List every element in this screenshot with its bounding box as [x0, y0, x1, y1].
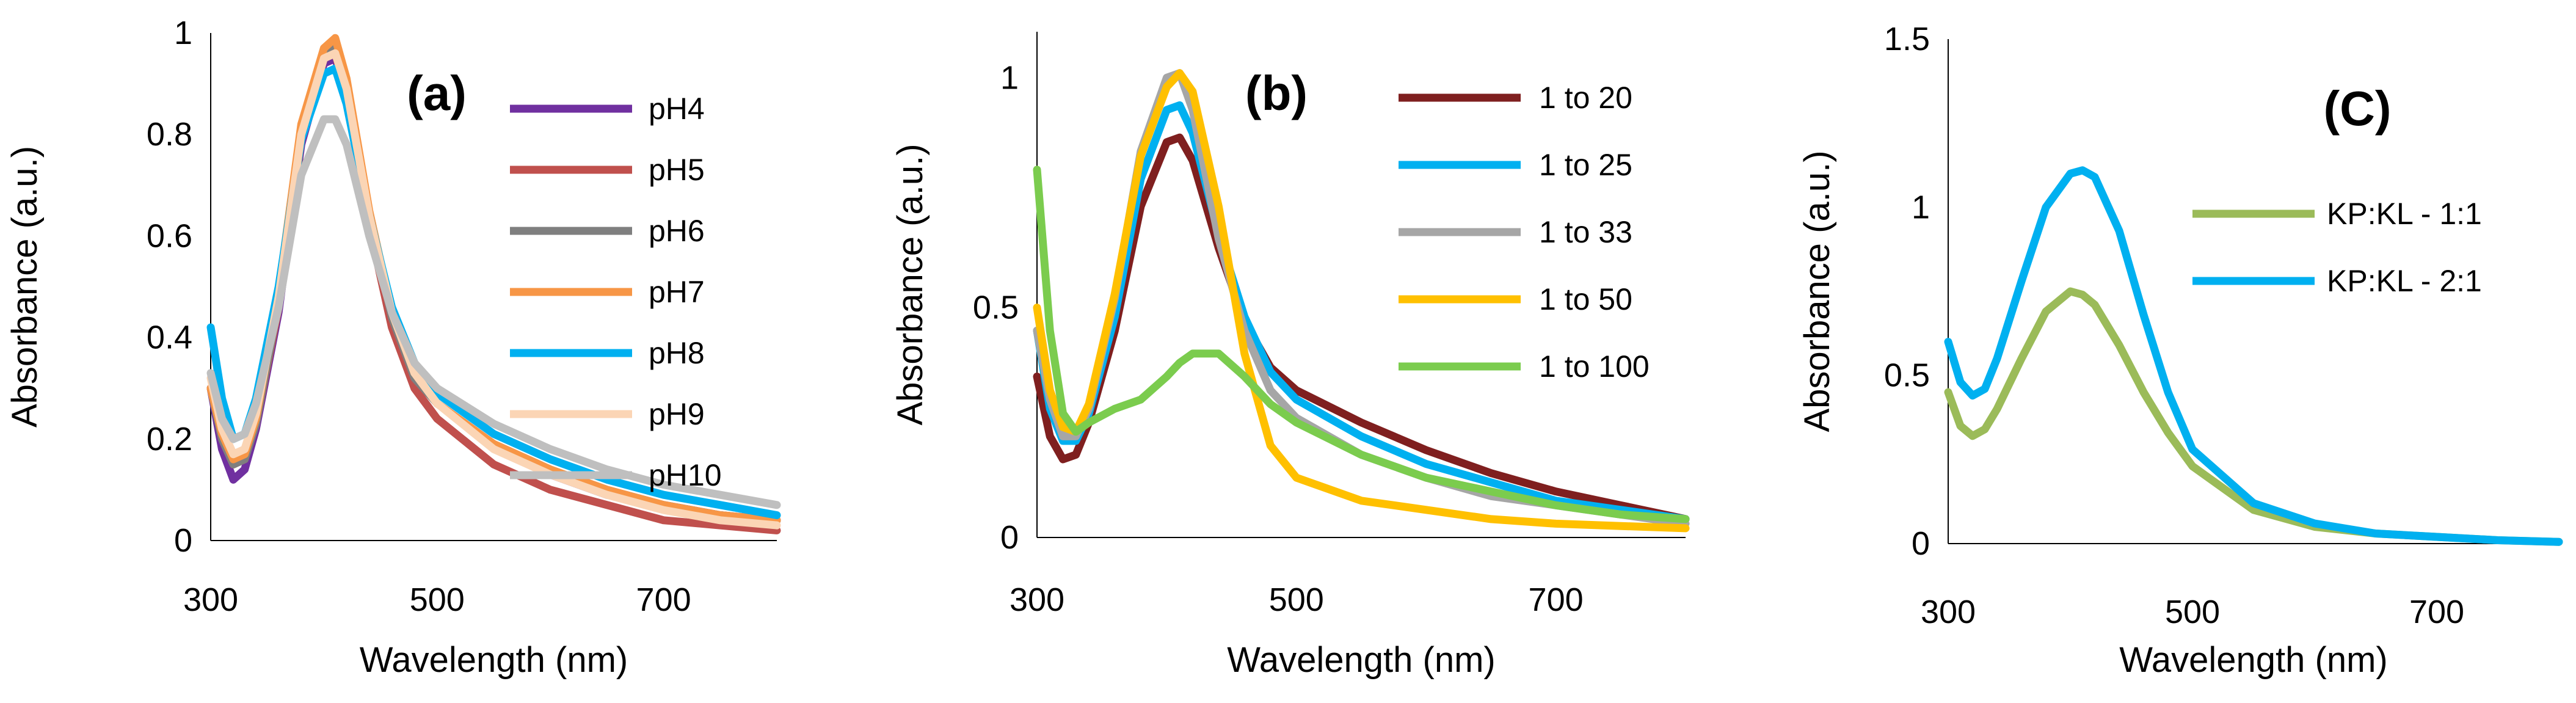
y-tick-label: 1	[174, 15, 192, 51]
legend-label: KP:KL - 2:1	[2327, 264, 2482, 298]
x-tick-label: 300	[183, 581, 238, 618]
y-tick-label: 1.5	[1884, 21, 1930, 57]
chart-b: 0 0.5 1 300 500 700 Wavelength (nm) Absorbance …	[890, 32, 1690, 680]
panel-label: (b)	[1245, 66, 1308, 120]
y-tick-label: 0.5	[973, 290, 1019, 326]
y-tick-label: 0.6	[147, 217, 192, 254]
y-axis-title: Absorbance (a.u.)	[5, 146, 45, 428]
legend-label: pH5	[649, 153, 705, 187]
series-line-1-to-20	[1033, 133, 1690, 523]
y-tick-label: 1	[1912, 189, 1930, 225]
x-tick-label: 300	[1010, 581, 1064, 618]
legend: KP:KL - 1:1 KP:KL - 2:1	[2192, 197, 2482, 298]
legend: 1 to 20 1 to 25 1 to 33 1 to 50 1 to 100	[1399, 81, 1650, 384]
x-tick-label: 700	[2409, 594, 2464, 630]
legend-label: 1 to 33	[1539, 215, 1632, 249]
series-line-kp-kl-2-1	[1944, 166, 2563, 546]
legend-label: pH7	[649, 275, 705, 309]
y-tick-label: 0.5	[1884, 357, 1930, 394]
y-axis-title: Absorbance (a.u.)	[890, 144, 930, 425]
legend-label: pH9	[649, 397, 705, 431]
legend-label: pH8	[649, 336, 705, 370]
y-tick-label: 0.2	[147, 421, 192, 457]
x-axis-title: Wavelength (nm)	[360, 640, 628, 680]
x-tick-label: 500	[410, 581, 465, 618]
y-tick-label: 0	[174, 522, 192, 559]
y-tick-label: 0	[1912, 525, 1930, 562]
y-tick-label: 1	[1000, 59, 1019, 96]
panel-label: (a)	[407, 66, 467, 120]
legend-label: 1 to 20	[1539, 81, 1632, 115]
series-line-1-to-100	[1033, 166, 1690, 523]
y-axis-title: Absorbance (a.u.)	[1797, 150, 1837, 432]
legend-label: pH6	[649, 214, 705, 248]
legend-label: 1 to 100	[1539, 349, 1650, 384]
y-tick-label: 0	[1000, 519, 1019, 556]
panel-label: (C)	[2323, 81, 2391, 136]
x-tick-label: 700	[636, 581, 691, 618]
chart-c: 0 0.5 1 1.5 300 500 700 Wavelength (nm) Absorban…	[1797, 21, 2563, 680]
x-tick-label: 500	[1269, 581, 1324, 618]
x-axis-title: Wavelength (nm)	[1227, 640, 1495, 680]
y-tick-label: 0.4	[147, 319, 192, 356]
legend-label: 1 to 25	[1539, 148, 1632, 182]
legend-label: pH10	[649, 458, 722, 492]
y-tick-label: 0.8	[147, 116, 192, 153]
x-tick-label: 300	[1921, 594, 1976, 630]
legend-label: KP:KL - 1:1	[2327, 197, 2482, 231]
x-tick-label: 500	[2165, 594, 2220, 630]
legend-label: 1 to 50	[1539, 282, 1632, 316]
x-axis-title: Wavelength (nm)	[2119, 640, 2387, 680]
legend-label: pH4	[649, 92, 705, 126]
series-line-ph10	[206, 115, 781, 509]
x-tick-label: 700	[1529, 581, 1584, 618]
series-line-ph9	[206, 49, 781, 530]
legend: pH4 pH5 pH6 pH7 pH8 pH9 pH10	[510, 92, 722, 492]
